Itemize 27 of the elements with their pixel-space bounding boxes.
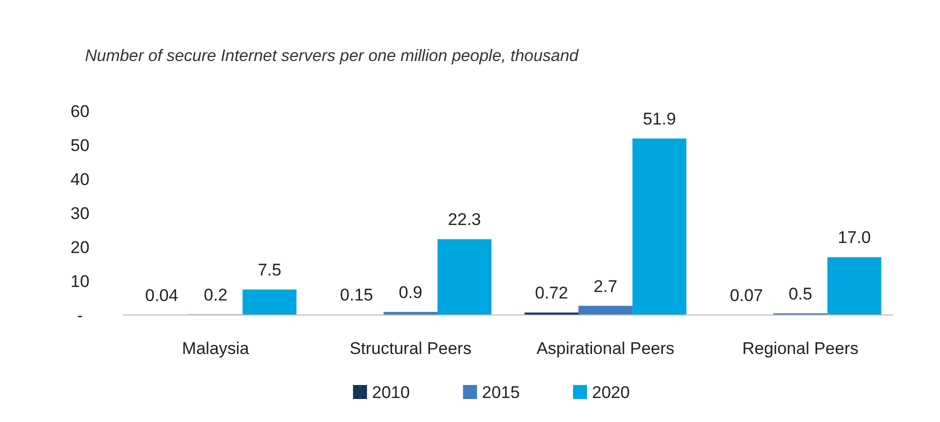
legend-label: 2010: [372, 383, 410, 402]
legend-label: 2015: [482, 383, 520, 402]
data-label: 0.72: [534, 284, 568, 303]
data-label: 0.04: [145, 286, 178, 305]
data-label: 0.07: [730, 286, 764, 305]
data-label: 17.0: [838, 228, 871, 248]
data-label: 51.9: [642, 110, 676, 129]
y-tick-label: 30: [70, 204, 90, 223]
data-label: 0.5: [788, 284, 812, 304]
y-tick-label: 10: [70, 272, 90, 291]
x-tick-label: Regional Peers: [742, 339, 859, 358]
x-tick-label: Structural Peers: [350, 339, 472, 358]
legend-label: 2020: [592, 383, 630, 402]
data-label: 7.5: [258, 260, 282, 280]
y-tick-label: 20: [70, 238, 90, 257]
y-tick-label: -: [77, 306, 83, 325]
chart-title: Number of secure Internet servers per one million people, thousand: [85, 47, 580, 65]
y-tick-label: 40: [70, 170, 90, 189]
x-tick-label: Aspirational Peers: [536, 339, 674, 358]
y-tick-label: 60: [70, 102, 90, 121]
y-tick-label: 50: [70, 136, 90, 155]
data-label: 2.7: [594, 276, 618, 296]
data-label: 0.2: [204, 285, 228, 304]
x-tick-label: Malaysia: [182, 339, 250, 358]
data-label: 0.9: [398, 282, 422, 302]
data-label: 22.3: [448, 210, 482, 230]
data-label: 0.15: [340, 285, 374, 304]
